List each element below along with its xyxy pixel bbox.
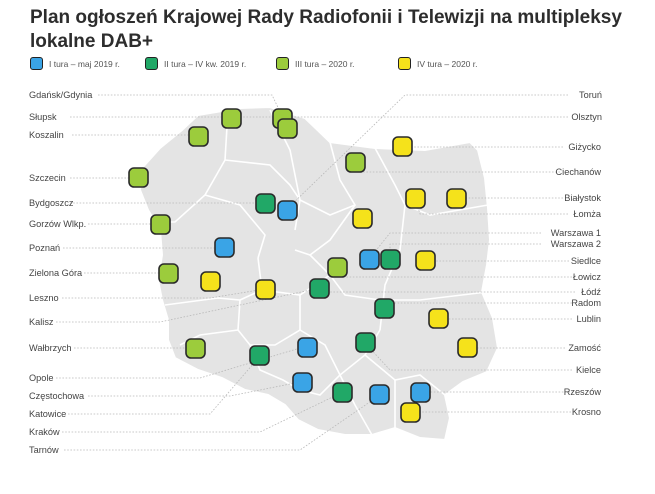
marker-walbrzych xyxy=(185,338,206,359)
marker-czestochowa xyxy=(297,337,318,358)
city-label-walbrzych: Wałbrzych xyxy=(29,343,72,353)
city-label-gorzow: Gorzów Wlkp. xyxy=(29,219,86,229)
marker-tarnow xyxy=(369,384,390,405)
markers-round-4 xyxy=(200,136,478,423)
legend-swatch-lime xyxy=(276,57,289,70)
city-label-gdansk: Gdańsk/Gdynia xyxy=(29,90,93,100)
markers-round-3 xyxy=(128,108,366,359)
leader-lines-left xyxy=(56,94,381,451)
legend-swatch-green xyxy=(145,57,158,70)
city-label-kielce: Kielce xyxy=(576,365,601,375)
markers-round-2 xyxy=(249,193,401,403)
city-label-poznan: Poznań xyxy=(29,243,60,253)
city-label-siedlce: Siedlce xyxy=(571,256,601,266)
legend-label-round-4: IV tura – 2020 r. xyxy=(417,58,478,69)
legend-label-round-3: III tura – 2020 r. xyxy=(295,58,355,69)
city-label-krakow: Kraków xyxy=(29,427,60,437)
city-labels-left: Gdańsk/Gdynia Słupsk Koszalin Szczecin B… xyxy=(29,90,93,455)
marker-katowice xyxy=(292,372,313,393)
city-label-tarnow: Tarnów xyxy=(29,445,59,455)
city-label-lodz: Łódź xyxy=(581,287,601,297)
city-label-gizycko: Giżycko xyxy=(568,142,601,152)
marker-bialystok xyxy=(446,188,467,209)
marker-poznan xyxy=(214,237,235,258)
city-label-bialystok: Białystok xyxy=(564,193,601,203)
city-label-torun: Toruń xyxy=(579,90,602,100)
marker-krakow xyxy=(332,382,353,403)
legend-item-round-3: III tura – 2020 r. xyxy=(276,57,355,70)
city-label-rzeszow: Rzeszów xyxy=(564,387,602,397)
marker-gorzow xyxy=(150,214,171,235)
marker-krosno xyxy=(400,402,421,423)
city-label-katowice: Katowice xyxy=(29,409,66,419)
marker-torun-2 xyxy=(277,200,298,221)
marker-kalisz xyxy=(255,279,276,300)
city-label-warszawa-1: Warszawa 1 xyxy=(551,228,601,238)
legend-item-round-4: IV tura – 2020 r. xyxy=(398,57,477,70)
marker-rzeszow xyxy=(410,382,431,403)
marker-lublin xyxy=(428,308,449,329)
marker-opole xyxy=(249,345,270,366)
marker-szczecin xyxy=(128,167,149,188)
marker-lodz xyxy=(309,278,330,299)
legend-swatch-yellow xyxy=(398,57,411,70)
marker-gizycko xyxy=(405,188,426,209)
legend-item-round-1: I tura – maj 2019 r. xyxy=(30,57,120,70)
marker-slupsk xyxy=(221,108,242,129)
marker-leszno xyxy=(200,271,221,292)
marker-olsztyn xyxy=(392,136,413,157)
city-label-leszno: Leszno xyxy=(29,293,59,303)
marker-warszawa-2 xyxy=(380,249,401,270)
city-labels-right: Toruń Olsztyn Giżycko Ciechanów Białysto… xyxy=(551,90,602,417)
city-label-zamosc: Zamość xyxy=(568,343,601,353)
city-label-lowicz: Łowicz xyxy=(573,272,601,282)
marker-bydgoszcz xyxy=(255,193,276,214)
map-title: Plan ogłoszeń Krajowej Rady Radiofonii i… xyxy=(30,7,622,52)
marker-koszalin xyxy=(188,126,209,147)
markers-round-1 xyxy=(214,200,431,405)
city-label-kalisz: Kalisz xyxy=(29,317,54,327)
marker-ciechanow xyxy=(352,208,373,229)
marker-zielona-gora xyxy=(158,263,179,284)
legend-swatch-blue xyxy=(30,57,43,70)
poland-outline xyxy=(138,105,500,442)
marker-kielce xyxy=(355,332,376,353)
legend-item-round-2: II tura – IV kw. 2019 r. xyxy=(145,57,246,70)
city-label-radom: Radom xyxy=(571,298,601,308)
marker-warszawa-1 xyxy=(359,249,380,270)
city-label-bydgoszcz: Bydgoszcz xyxy=(29,198,74,208)
legend-label-round-2: II tura – IV kw. 2019 r. xyxy=(164,58,247,69)
marker-siedlce xyxy=(415,250,436,271)
city-label-lomza: Łomża xyxy=(573,209,601,219)
leader-lines-right xyxy=(235,94,575,413)
city-label-lublin: Lublin xyxy=(576,314,601,324)
marker-gdansk-2 xyxy=(277,118,298,139)
city-label-opole: Opole xyxy=(29,373,54,383)
legend-label-round-1: I tura – maj 2019 r. xyxy=(49,58,120,69)
city-label-olsztyn: Olsztyn xyxy=(571,112,602,122)
city-label-ciechanow: Ciechanów xyxy=(556,167,602,177)
marker-lowicz xyxy=(327,257,348,278)
marker-torun xyxy=(345,152,366,173)
city-label-koszalin: Koszalin xyxy=(29,130,64,140)
city-label-slupsk: Słupsk xyxy=(29,112,57,122)
city-label-warszawa-2: Warszawa 2 xyxy=(551,239,601,249)
marker-zamosc xyxy=(457,337,478,358)
city-label-zielona-gora: Zielona Góra xyxy=(29,268,83,278)
city-label-czestochowa: Częstochowa xyxy=(29,391,85,401)
marker-radom xyxy=(374,298,395,319)
city-label-krosno: Krosno xyxy=(572,407,601,417)
legend: I tura – maj 2019 r. II tura – IV kw. 20… xyxy=(0,57,655,77)
city-label-szczecin: Szczecin xyxy=(29,173,66,183)
